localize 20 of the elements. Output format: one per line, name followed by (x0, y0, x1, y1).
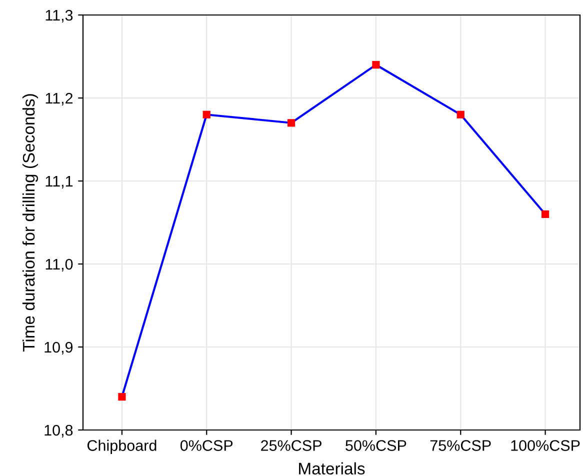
point (456, 110, 464, 118)
x-tick-label: Chipboard (87, 440, 156, 454)
point (202, 110, 210, 118)
point (372, 60, 380, 69)
x-tick-label: 0%CSP (180, 440, 233, 451)
point (287, 119, 296, 127)
y-tick-label: 10,8 (44, 424, 73, 438)
y-tick-label: 11,3 (46, 10, 73, 22)
x-tick-label: 100%CSP (511, 440, 580, 451)
x-tick-label: 75%CSP (430, 440, 491, 451)
y-tick-label: 11,0 (46, 258, 73, 272)
y-axis-title: Time duration for drilling (Seconds) (22, 94, 38, 352)
x-tick-label: 50%CSP (346, 440, 406, 451)
y-tick-label: 10,9 (44, 342, 73, 354)
y-tick-label: 11,2 (46, 92, 73, 106)
point (118, 392, 126, 401)
point (541, 210, 550, 218)
x-axis-title: Materials (299, 462, 365, 475)
y-tick-label: 11,1 (46, 176, 73, 188)
x-tick-label: 25%CSP (261, 440, 322, 451)
